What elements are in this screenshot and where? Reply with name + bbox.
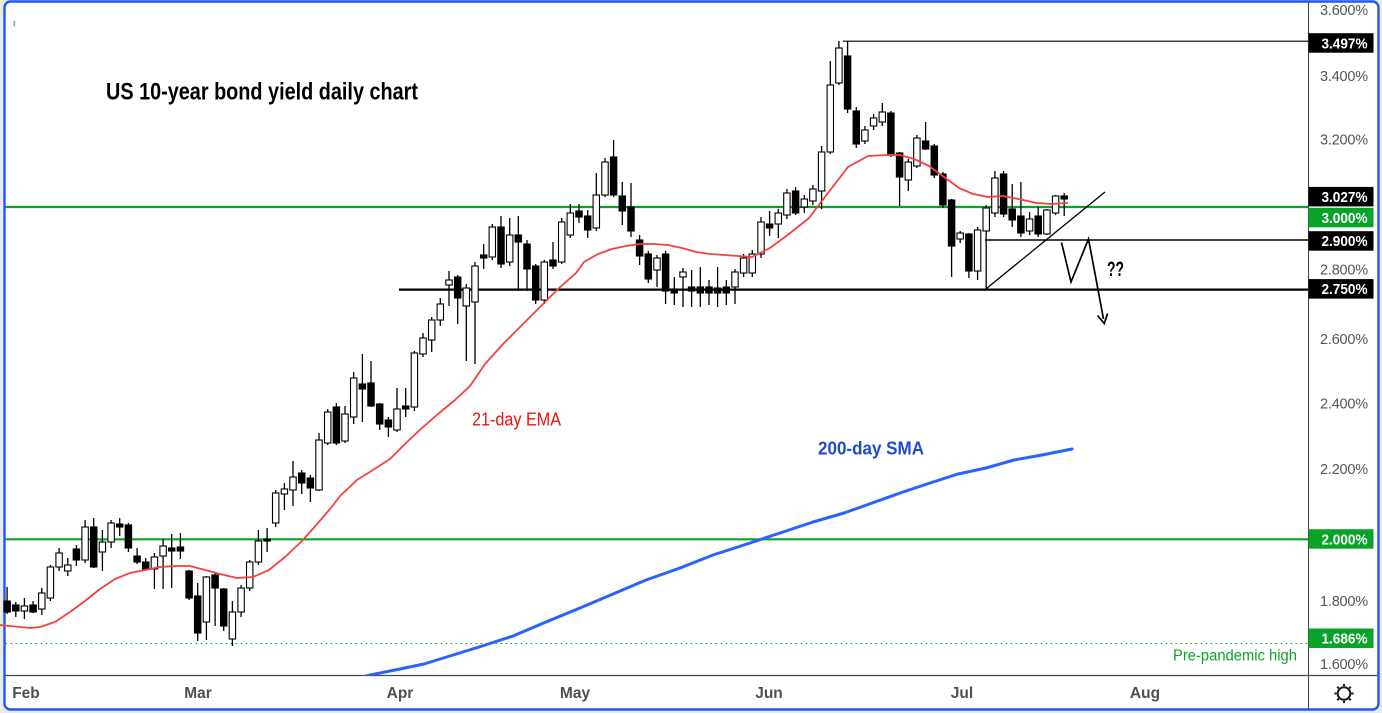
svg-text:1.600%: 1.600% [1320,657,1368,673]
svg-text:2.750%: 2.750% [1322,281,1368,298]
svg-text:??: ?? [1107,258,1124,281]
svg-text:May: May [560,685,591,702]
svg-text:Jul: Jul [951,685,973,702]
svg-text:3.400%: 3.400% [1320,69,1368,85]
svg-text:3.497%: 3.497% [1322,35,1368,52]
svg-text:3.000%: 3.000% [1322,210,1368,227]
svg-text:3.027%: 3.027% [1322,189,1368,206]
svg-text:1.686%: 1.686% [1322,631,1368,648]
svg-text:Mar: Mar [184,685,212,702]
svg-text:3.200%: 3.200% [1320,133,1368,149]
svg-text:2.800%: 2.800% [1320,263,1368,279]
svg-text:1.800%: 1.800% [1320,594,1368,610]
svg-text:US 10-year bond yield daily ch: US 10-year bond yield daily chart [106,79,418,106]
svg-text:Jun: Jun [755,685,783,702]
svg-text:Feb: Feb [12,685,40,702]
svg-text:Aug: Aug [1130,685,1160,702]
svg-text:Pre-pandemic high: Pre-pandemic high [1173,648,1297,665]
svg-text:2.900%: 2.900% [1322,233,1368,250]
svg-text:Apr: Apr [387,685,414,702]
svg-text:2.600%: 2.600% [1320,332,1368,348]
svg-text:2.400%: 2.400% [1320,397,1368,413]
svg-text:3.600%: 3.600% [1320,3,1368,19]
svg-text:200-day SMA: 200-day SMA [818,439,924,459]
svg-text:2.000%: 2.000% [1322,531,1368,548]
svg-text:21-day EMA: 21-day EMA [472,410,561,430]
svg-text:2.200%: 2.200% [1320,462,1368,478]
